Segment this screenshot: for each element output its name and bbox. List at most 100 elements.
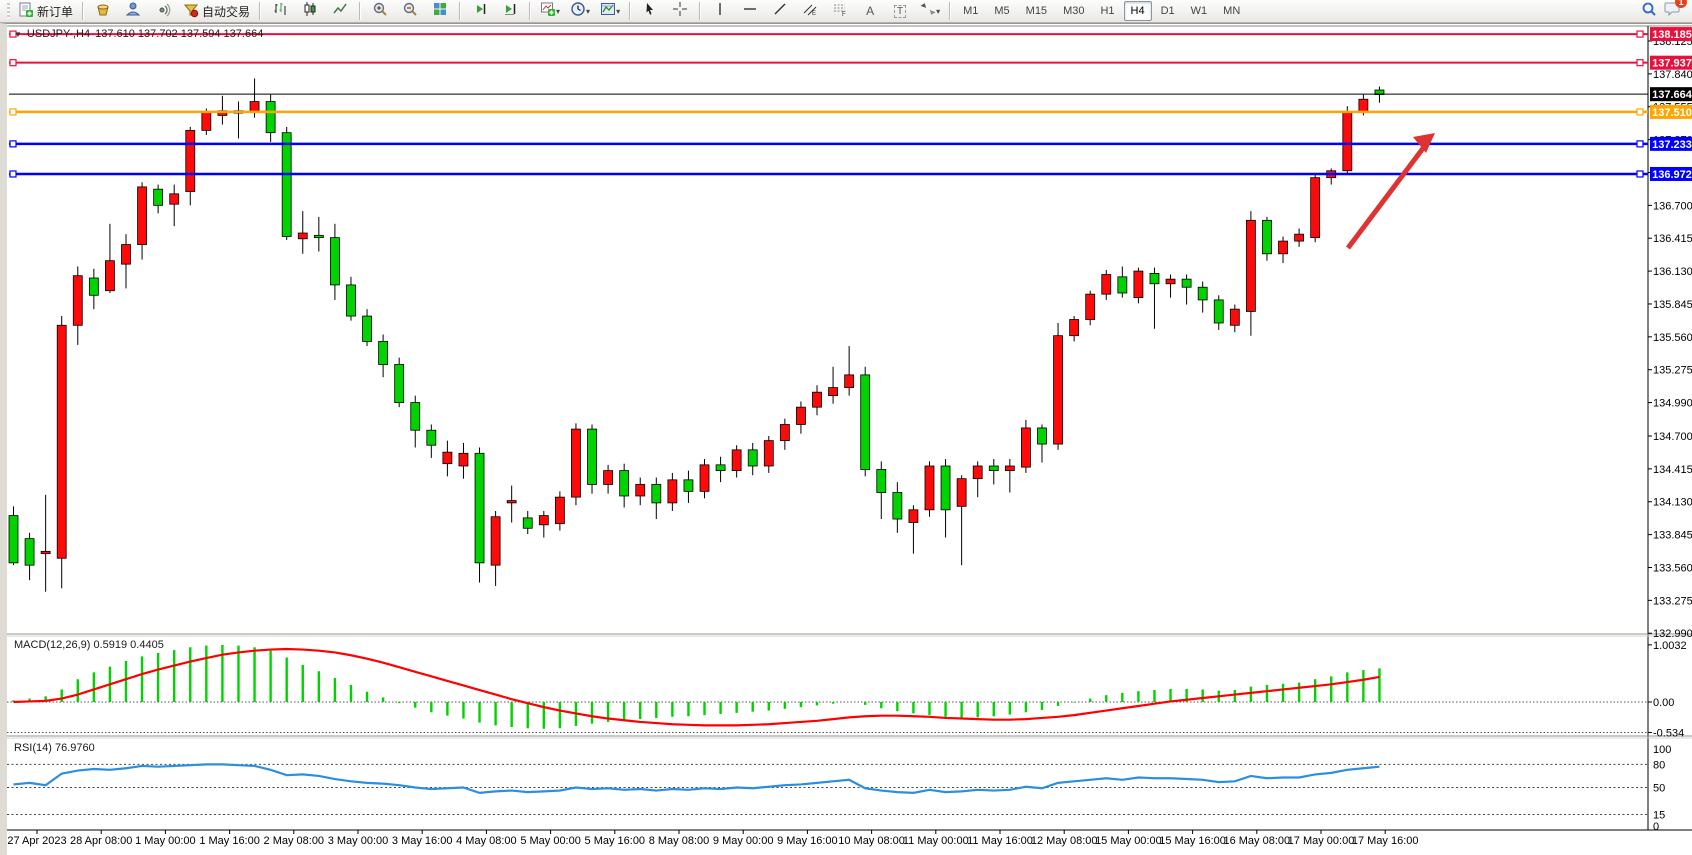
separator (949, 2, 952, 20)
timeframe-M5[interactable]: M5 (994, 5, 1010, 17)
text-label-button[interactable]: T (886, 0, 914, 22)
profile-button[interactable] (119, 0, 147, 22)
text-button[interactable]: A (856, 0, 884, 22)
separator (529, 2, 532, 20)
hline-handle[interactable] (9, 59, 17, 67)
candle (796, 401, 806, 434)
candle (828, 366, 838, 404)
candle (233, 101, 244, 139)
hline-handle[interactable] (9, 30, 17, 38)
new-order-button[interactable]: 新订单 (14, 0, 77, 22)
time-label: 8 May 08:00 (649, 835, 710, 847)
time-label: 15 May 16:00 (1159, 835, 1226, 847)
auto-scroll-button[interactable] (466, 0, 494, 22)
styles-button[interactable] (89, 0, 117, 22)
bar-chart-mode-button[interactable] (266, 0, 294, 22)
price-badge-label: 136.972 (1652, 169, 1692, 181)
trendline-button[interactable] (766, 0, 794, 22)
hline-handle[interactable] (1636, 140, 1644, 148)
chart-title: ▼ USDJPY-,H4 137.610 137.702 137.594 137… (14, 28, 263, 40)
price-tick-label: 133.275 (1653, 595, 1692, 607)
timeframe-MN[interactable]: MN (1223, 5, 1241, 17)
timeframe-H1[interactable]: H1 (1100, 5, 1115, 17)
chevron-down-icon: ▾ (556, 6, 561, 16)
timeframe-W1[interactable]: W1 (1190, 5, 1208, 17)
candle (346, 276, 356, 321)
time-label: 17 May 16:00 (1352, 835, 1419, 847)
candle (1085, 290, 1096, 326)
hline-handle[interactable] (1636, 30, 1644, 38)
candle (490, 510, 501, 586)
candle (265, 94, 276, 142)
hline-handle[interactable] (9, 170, 17, 178)
separator (629, 2, 632, 20)
time-label: 17 May 00:00 (1288, 835, 1355, 847)
rsi-axis-label: 15 (1653, 809, 1665, 821)
candle (1197, 281, 1208, 313)
trend-arrow-head[interactable] (1413, 133, 1435, 153)
candle (956, 475, 967, 566)
candle (313, 216, 324, 252)
templates-button[interactable]: ▾ (596, 0, 624, 22)
price-badge (1650, 104, 1692, 119)
candle (860, 366, 871, 477)
trend-arrow[interactable] (1346, 141, 1429, 250)
candlestick-mode-button[interactable] (296, 0, 324, 22)
notifications-button[interactable]: 1 (1664, 0, 1687, 22)
chevron-down-icon[interactable]: ▼ (14, 29, 22, 39)
channel-button[interactable]: E (796, 0, 824, 22)
time-label: 16 May 08:00 (1223, 835, 1290, 847)
timeframe-M15[interactable]: M15 (1025, 5, 1048, 17)
timeframe-D1[interactable]: D1 (1160, 5, 1175, 17)
macd-axis-label: 0.00 (1653, 697, 1674, 709)
horizontal-line-button[interactable] (736, 0, 764, 22)
line-chart-mode-button[interactable] (326, 0, 354, 22)
notification-badge: 1 (1675, 0, 1687, 8)
tile-windows-icon (432, 1, 448, 22)
chart-shift-icon (502, 1, 518, 22)
rsi-axis-label: 80 (1653, 759, 1665, 771)
timeframe-M1[interactable]: M1 (963, 5, 979, 17)
search-button[interactable] (1635, 0, 1663, 22)
zoom-out-icon (402, 1, 418, 22)
autotrade-button[interactable]: 自动交易 (179, 0, 254, 22)
arrows-button[interactable]: ▾ (916, 0, 944, 22)
candle (908, 505, 919, 554)
candle (876, 461, 887, 520)
hline-handle[interactable] (1636, 59, 1644, 67)
hline-handle[interactable] (9, 140, 17, 148)
price-badge (1650, 55, 1692, 70)
toolbar-grip (7, 3, 10, 19)
symbol-period-label: USDJPY-,H4 (26, 28, 91, 40)
periods-button[interactable]: ▾ (566, 0, 594, 22)
candle (1181, 274, 1192, 305)
timeframe-M30[interactable]: M30 (1063, 5, 1085, 17)
fibonacci-button[interactable]: F (826, 0, 854, 22)
signal-button[interactable] (149, 0, 177, 22)
crosshair-button[interactable] (666, 0, 694, 22)
price-tick-label: 134.990 (1653, 398, 1692, 410)
text-icon: A (866, 4, 875, 18)
candle (506, 485, 517, 523)
macd-axis-label: 1.0032 (1653, 640, 1687, 652)
hline-handle[interactable] (1636, 170, 1644, 178)
candle (8, 506, 19, 566)
indicators-button[interactable]: ▾ (536, 0, 564, 22)
zoom-out-button[interactable] (396, 0, 424, 22)
price-badge-label: 137.510 (1652, 107, 1692, 119)
rsi-axis-label: 100 (1653, 744, 1671, 756)
tile-windows-button[interactable] (426, 0, 454, 22)
cursor-button[interactable] (636, 0, 664, 22)
main-toolbar: 新订单 自动交易 (0, 0, 1692, 23)
candle (972, 461, 983, 498)
vertical-line-button[interactable] (706, 0, 734, 22)
candle (426, 424, 437, 458)
hline-handle[interactable] (9, 108, 17, 116)
zoom-in-button[interactable] (366, 0, 394, 22)
candle (603, 464, 613, 494)
candle (763, 436, 774, 473)
hline-handle[interactable] (1636, 108, 1644, 116)
crosshair-icon (672, 1, 688, 22)
chart-shift-button[interactable] (496, 0, 524, 22)
timeframe-H4[interactable]: H4 (1123, 1, 1152, 21)
